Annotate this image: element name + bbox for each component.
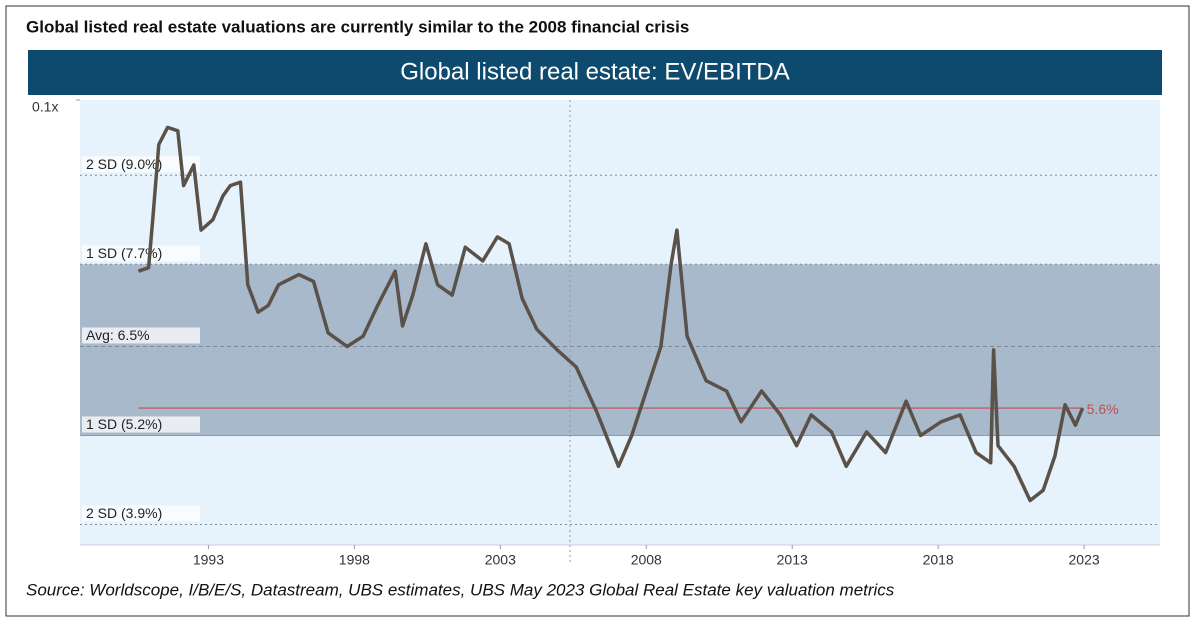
reference-label-bg <box>82 416 200 433</box>
reference-label: 1 SD (7.7%) <box>86 245 162 261</box>
current-label: 5.6% <box>1087 401 1119 417</box>
x-tick-label: 1998 <box>339 552 370 568</box>
reference-label-bg <box>82 505 200 522</box>
x-tick-label: 2013 <box>777 552 808 568</box>
reference-label-bg <box>82 156 200 173</box>
reference-label-bg <box>82 327 200 344</box>
source: Source: Worldscope, I/B/E/S, Datastream,… <box>26 580 895 599</box>
sd-band <box>80 264 1160 436</box>
headline: Global listed real estate valuations are… <box>26 17 689 36</box>
series-line <box>137 125 1085 503</box>
reference-label-bg <box>82 245 200 262</box>
x-tick-label: 2008 <box>631 552 662 568</box>
reference-label: 1 SD (5.2%) <box>86 416 162 432</box>
y-tick-label: 0.1x <box>32 99 58 115</box>
chart-title: Global listed real estate: EV/EBITDA <box>400 58 790 85</box>
reference-label: 2 SD (9.0%) <box>86 156 162 172</box>
reference-label: Avg: 6.5% <box>86 327 150 343</box>
x-tick-label: 2023 <box>1069 552 1100 568</box>
title-bar <box>28 50 1162 95</box>
x-tick-label: 1993 <box>193 552 224 568</box>
x-tick-label: 2018 <box>923 552 954 568</box>
reference-label: 2 SD (3.9%) <box>86 505 162 521</box>
x-tick-label: 2003 <box>485 552 516 568</box>
